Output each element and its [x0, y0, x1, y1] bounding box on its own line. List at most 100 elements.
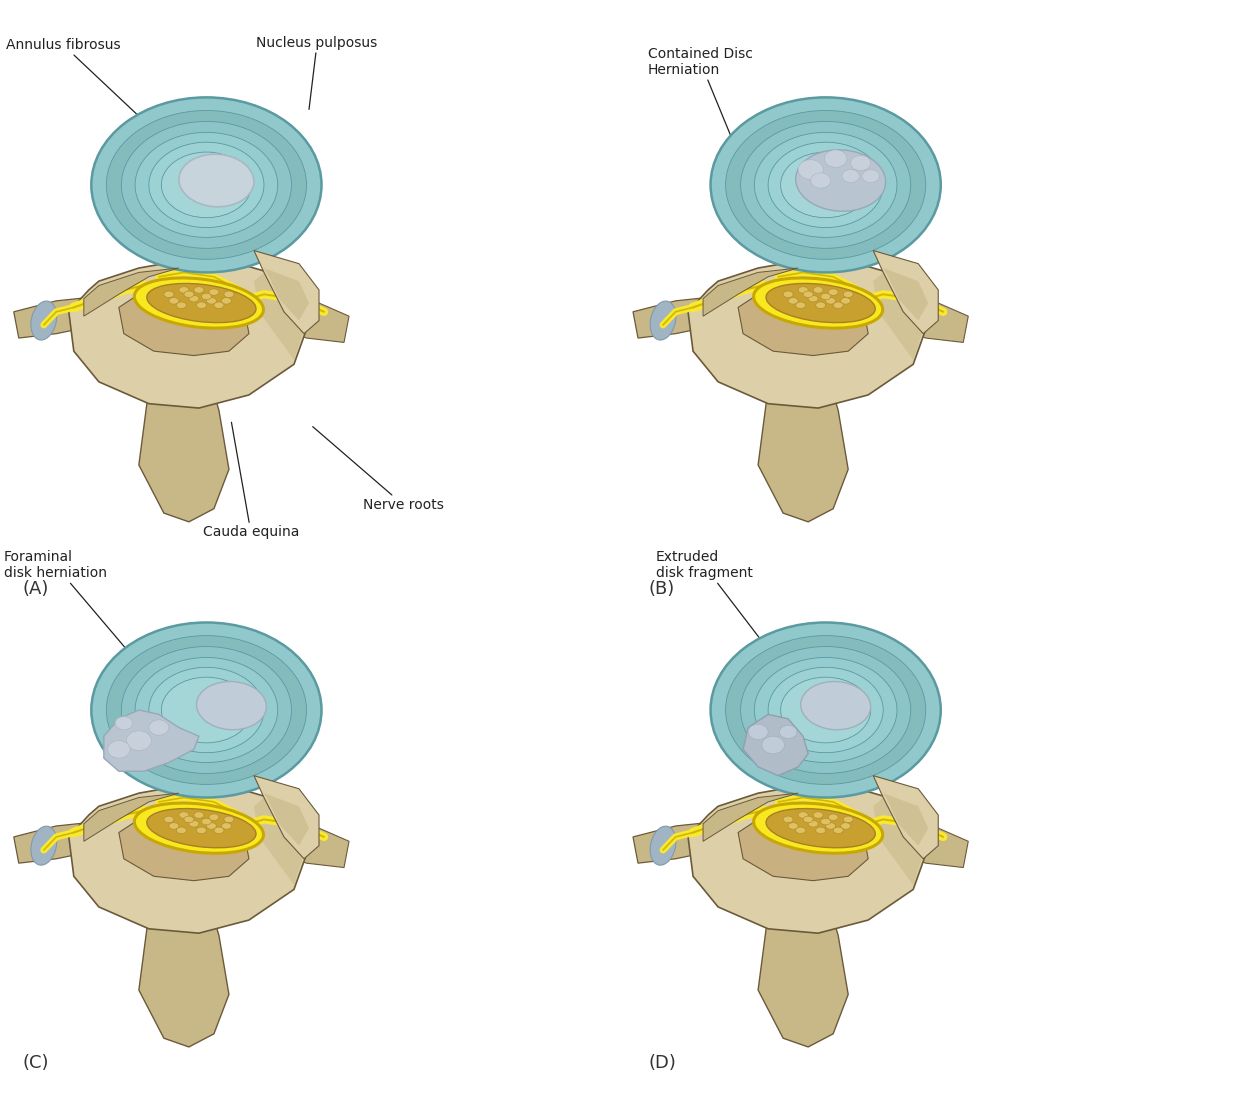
Polygon shape: [873, 776, 938, 859]
Polygon shape: [726, 841, 793, 913]
Ellipse shape: [841, 823, 851, 829]
Polygon shape: [873, 251, 938, 334]
Ellipse shape: [176, 827, 186, 834]
Polygon shape: [139, 334, 229, 522]
Polygon shape: [738, 806, 868, 881]
Ellipse shape: [169, 298, 179, 304]
Ellipse shape: [214, 302, 224, 309]
Ellipse shape: [91, 97, 322, 272]
Ellipse shape: [194, 287, 204, 293]
Text: Nerve roots: Nerve roots: [313, 427, 444, 512]
Ellipse shape: [842, 170, 859, 183]
Polygon shape: [69, 259, 306, 408]
Ellipse shape: [196, 682, 266, 730]
Ellipse shape: [843, 291, 853, 298]
Ellipse shape: [123, 352, 145, 381]
Ellipse shape: [788, 823, 798, 829]
Ellipse shape: [796, 827, 806, 834]
Ellipse shape: [224, 291, 234, 298]
Polygon shape: [264, 793, 309, 846]
Ellipse shape: [826, 298, 836, 304]
Ellipse shape: [201, 293, 211, 300]
Ellipse shape: [711, 622, 941, 798]
Ellipse shape: [796, 302, 806, 309]
Polygon shape: [84, 793, 179, 841]
Ellipse shape: [161, 152, 251, 218]
Ellipse shape: [176, 302, 186, 309]
Polygon shape: [254, 776, 319, 859]
Ellipse shape: [742, 877, 764, 906]
Ellipse shape: [149, 667, 264, 753]
Ellipse shape: [106, 110, 306, 259]
Ellipse shape: [798, 812, 808, 818]
Ellipse shape: [115, 717, 133, 730]
Ellipse shape: [134, 278, 264, 328]
Ellipse shape: [221, 298, 231, 304]
Ellipse shape: [826, 823, 836, 829]
Text: (B): (B): [648, 581, 674, 598]
Ellipse shape: [768, 142, 883, 228]
Ellipse shape: [169, 823, 179, 829]
Ellipse shape: [741, 647, 911, 773]
Ellipse shape: [862, 170, 879, 183]
Ellipse shape: [135, 132, 278, 237]
Polygon shape: [703, 793, 798, 841]
Ellipse shape: [816, 827, 826, 834]
Text: Annulus fibrosus: Annulus fibrosus: [6, 38, 169, 144]
Ellipse shape: [798, 160, 823, 179]
Ellipse shape: [123, 877, 145, 906]
Text: Contained Disc
Herniation: Contained Disc Herniation: [648, 47, 753, 160]
Ellipse shape: [189, 820, 199, 827]
Ellipse shape: [121, 647, 291, 773]
Polygon shape: [84, 268, 179, 316]
Ellipse shape: [781, 677, 871, 743]
Ellipse shape: [224, 816, 234, 823]
Ellipse shape: [742, 352, 764, 381]
Polygon shape: [139, 859, 229, 1047]
Ellipse shape: [189, 295, 199, 302]
Ellipse shape: [783, 816, 793, 823]
Ellipse shape: [798, 287, 808, 293]
Polygon shape: [688, 784, 926, 933]
Polygon shape: [888, 819, 968, 868]
Ellipse shape: [106, 636, 306, 784]
Ellipse shape: [828, 289, 838, 295]
Ellipse shape: [209, 814, 219, 820]
Polygon shape: [633, 819, 743, 863]
Ellipse shape: [788, 298, 798, 304]
Ellipse shape: [801, 682, 871, 730]
Ellipse shape: [796, 150, 886, 211]
Ellipse shape: [726, 110, 926, 259]
Polygon shape: [254, 272, 304, 360]
Text: Nucleus pulposus: Nucleus pulposus: [256, 36, 378, 109]
Ellipse shape: [811, 173, 831, 188]
Ellipse shape: [196, 827, 206, 834]
Ellipse shape: [221, 823, 231, 829]
Ellipse shape: [134, 803, 264, 853]
Polygon shape: [688, 259, 926, 408]
Polygon shape: [119, 806, 249, 881]
Ellipse shape: [149, 142, 264, 228]
Ellipse shape: [828, 814, 838, 820]
Ellipse shape: [779, 725, 797, 738]
Ellipse shape: [146, 283, 256, 323]
Polygon shape: [873, 272, 923, 360]
Ellipse shape: [813, 812, 823, 818]
Polygon shape: [106, 841, 174, 913]
Ellipse shape: [754, 132, 897, 237]
Ellipse shape: [816, 302, 826, 309]
Ellipse shape: [206, 298, 216, 304]
Ellipse shape: [126, 731, 151, 750]
Ellipse shape: [179, 154, 254, 207]
Ellipse shape: [184, 816, 194, 823]
Polygon shape: [703, 268, 798, 316]
Ellipse shape: [753, 278, 883, 328]
Ellipse shape: [762, 736, 784, 754]
Ellipse shape: [851, 155, 871, 171]
Polygon shape: [254, 798, 304, 885]
Ellipse shape: [821, 818, 831, 825]
Ellipse shape: [808, 295, 818, 302]
Ellipse shape: [214, 827, 224, 834]
Polygon shape: [269, 294, 349, 342]
Ellipse shape: [753, 803, 883, 853]
